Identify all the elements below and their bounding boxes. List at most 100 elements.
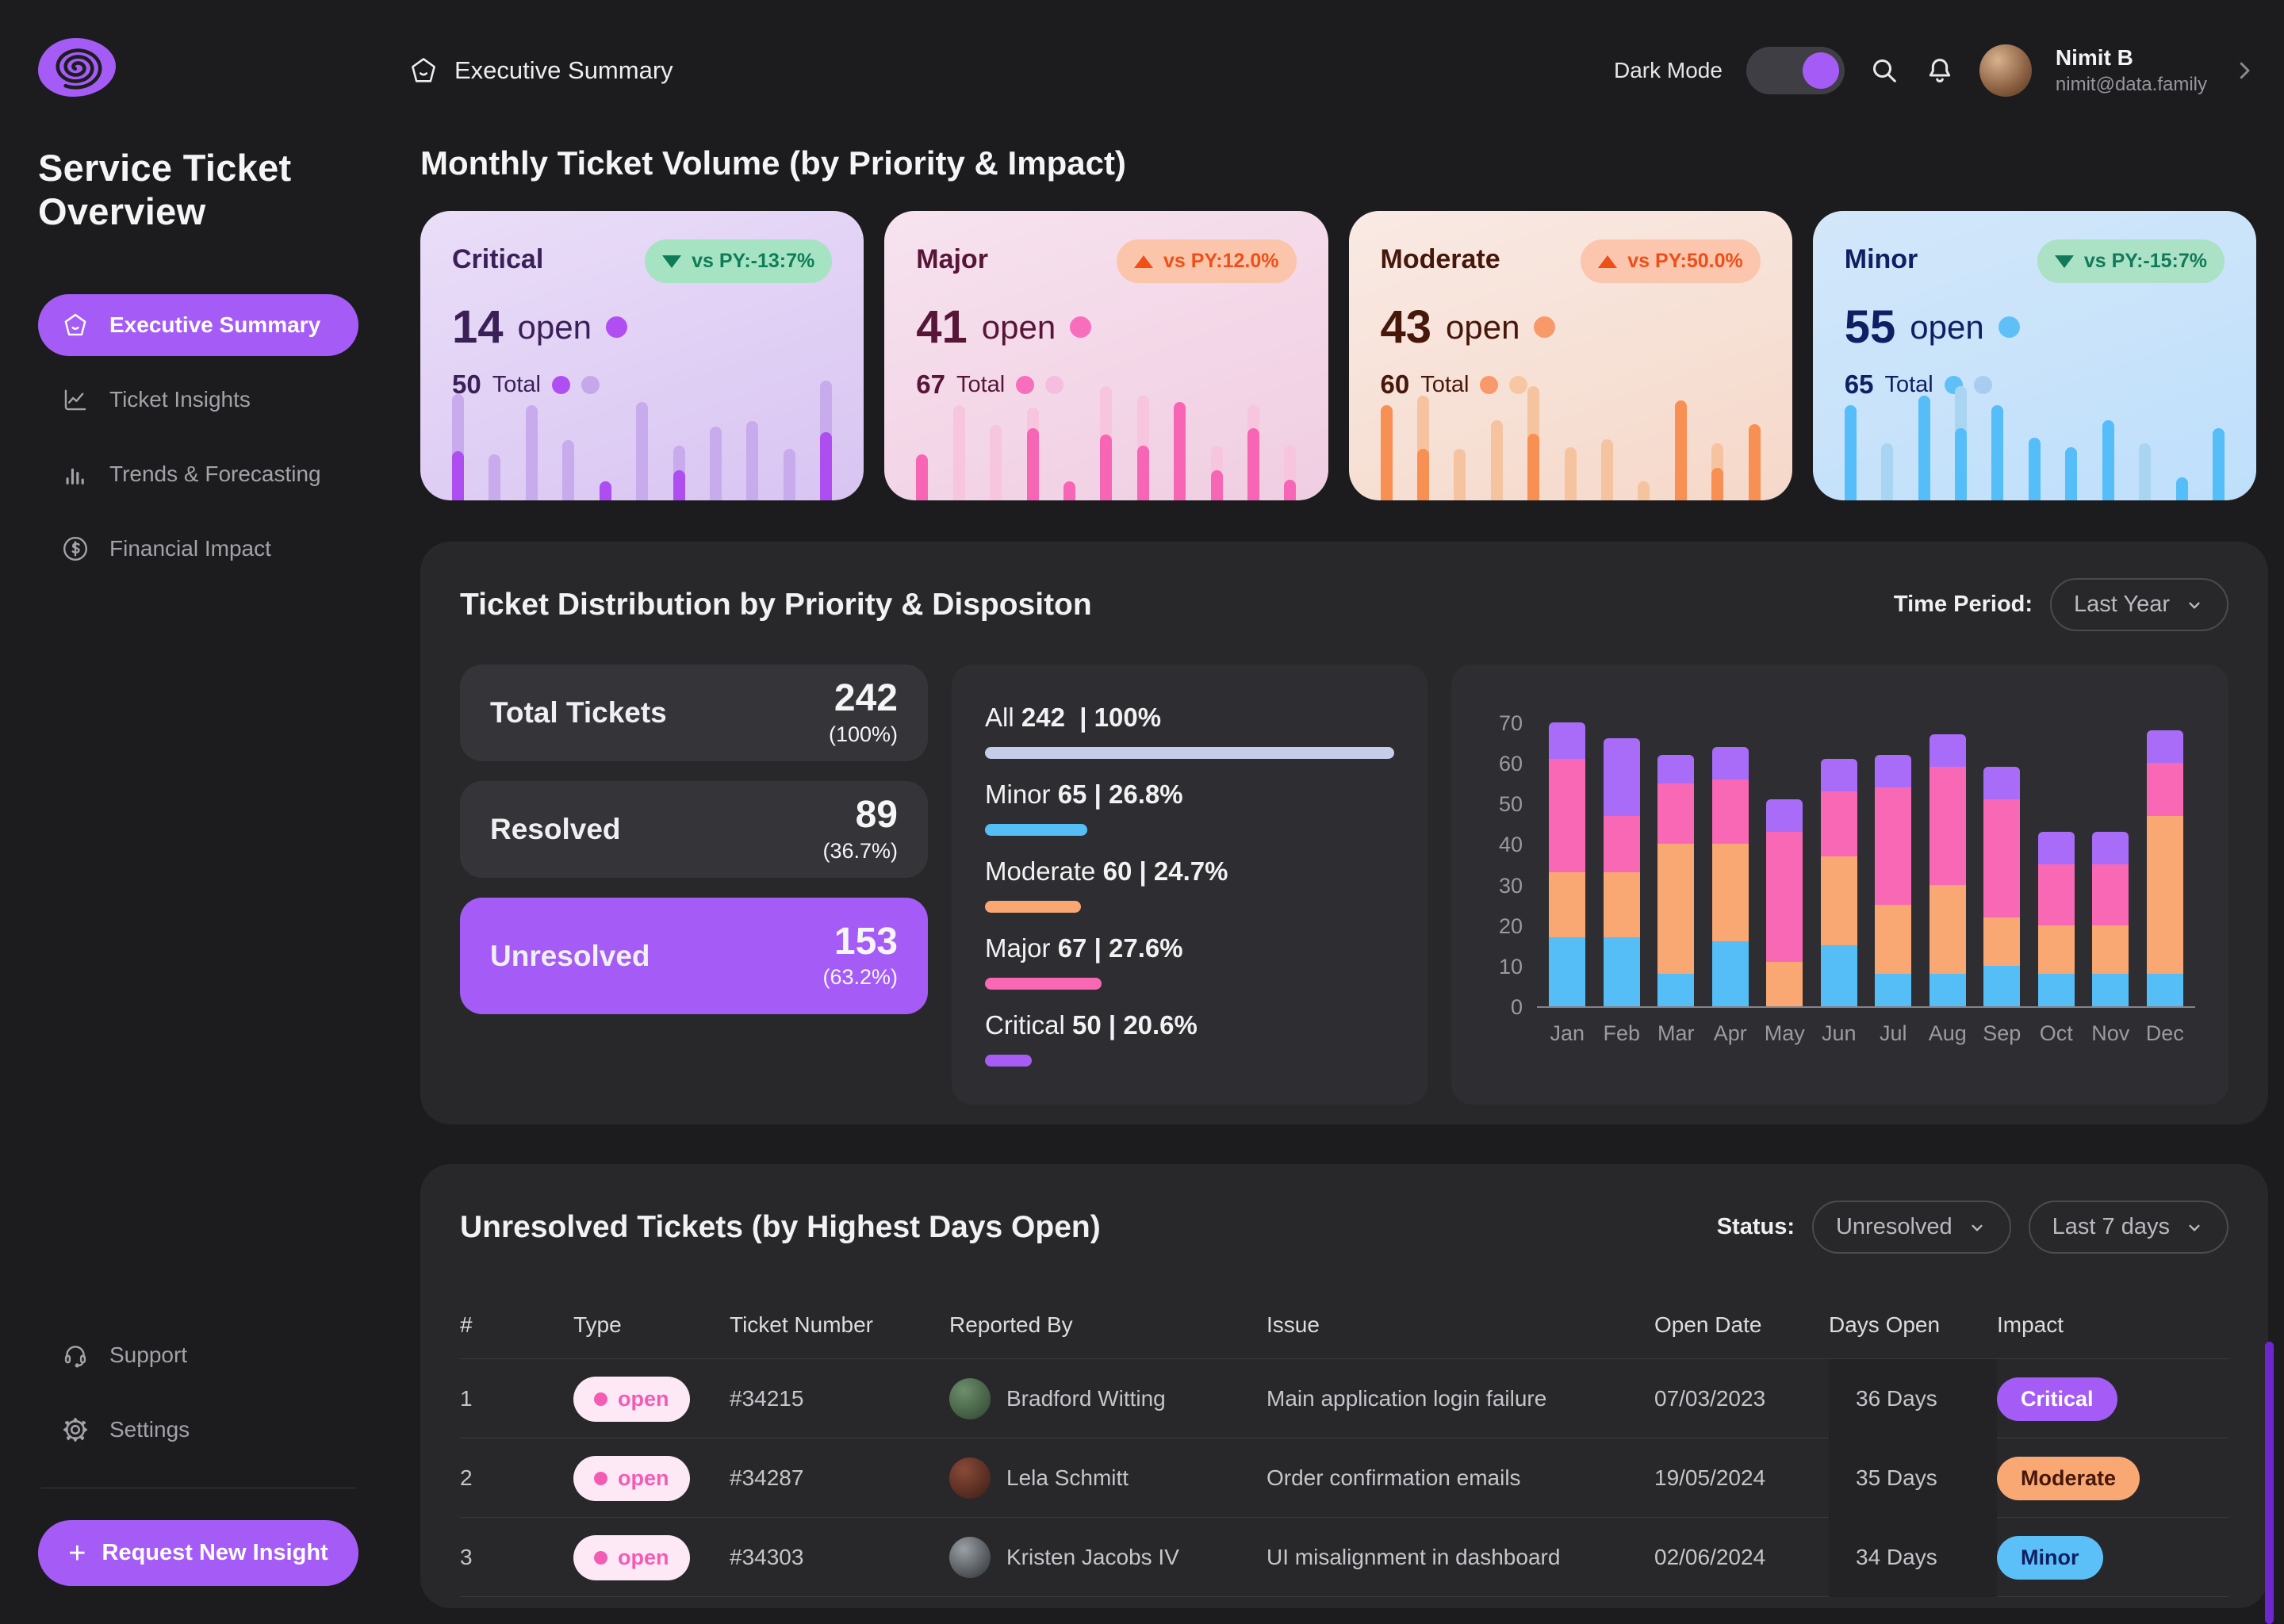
reporter-avatar [949,1537,991,1578]
col-header-type[interactable]: Type [573,1312,622,1337]
bar-chart-icon [60,459,90,489]
open-label: open [1446,308,1520,346]
unresolved-tickets-section: Unresolved Tickets (by Highest Days Open… [420,1164,2268,1608]
kpi-card-major[interactable]: Major vs PY:12.0% 41 open 67 Total [884,211,1328,500]
stacked-bar-nov [2083,722,2138,1006]
segment-minor [2037,974,2075,1006]
stacked-bar-feb [1595,722,1650,1006]
open-status-badge: open [573,1534,690,1580]
col-header-open-date[interactable]: Open Date [1654,1312,1762,1337]
issue-cell: UI misalignment in dashboard [1267,1545,1561,1569]
segment-critical [2037,832,2075,865]
mini-bar [1601,364,1614,500]
impact-badge-minor: Minor [1997,1535,2103,1580]
impact-cell: Minor [1997,1535,2228,1580]
total-dot-all [1509,375,1528,394]
stat-resolved[interactable]: Resolved 89 (36.7%) [460,781,928,878]
col-header-issue[interactable]: Issue [1267,1312,1320,1337]
col-header-reported-by[interactable]: Reported By [949,1312,1073,1337]
request-new-insight-button[interactable]: + Request New Insight [38,1520,358,1586]
chevron-down-icon [2189,602,2200,608]
stat-unresolved[interactable]: Unresolved 153 (63.2%) [460,898,928,1014]
x-tick-label: Dec [2145,1021,2184,1045]
trend-arrow-icon [2054,255,2074,268]
y-tick-label: 10 [1498,954,1523,979]
dark-mode-toggle[interactable] [1746,47,1845,94]
sidebar-item-label: Trends & Forecasting [109,461,321,486]
segment-minor [1711,941,1749,1006]
x-tick-label: Apr [1713,1021,1747,1045]
sidebar-nav: Executive Summary Ticket Insights Trends… [38,293,358,580]
sidebar-item-financial-impact[interactable]: Financial Impact [38,518,358,580]
row-index: 3 [460,1545,473,1569]
mini-bar [746,364,759,500]
trend-arrow-icon [662,255,682,268]
segment-major [1549,759,1586,873]
open-date-cell: 07/03/2023 [1654,1386,1766,1411]
stacked-bar-may [1757,722,1812,1006]
table-scrollbar[interactable] [2265,1342,2274,1624]
stat-sub: (100%) [828,722,898,746]
stat-value: 89 [855,794,898,837]
legend-row-moderate: Moderate 60 | 24.7% [985,856,1394,913]
user-avatar[interactable] [1979,44,2032,97]
kpi-card-moderate[interactable]: Moderate vs PY:50.0% 43 open 60 Total [1348,211,1792,500]
table-row[interactable]: 2 open #34287 Lela Schmitt Order confirmatio… [460,1438,2228,1518]
stat-total-tickets[interactable]: Total Tickets 242 (100%) [460,665,928,761]
reporter-avatar [949,1378,991,1419]
x-tick-label: Jun [1821,1021,1857,1045]
kpi-card-critical[interactable]: Critical vs PY:-13:7% 14 open 50 Total [420,211,864,500]
type-cell: open [573,1534,730,1580]
date-range-dropdown[interactable]: Last 7 days [2028,1201,2228,1254]
mini-bar [452,364,464,500]
mini-bar [673,364,685,500]
mini-bar [1881,364,1894,500]
status-dropdown[interactable]: Unresolved [1811,1201,2011,1254]
time-period-dropdown[interactable]: Last Year [2050,578,2228,631]
pentagon-smile-icon [60,310,90,340]
stacked-bar-mar [1649,722,1703,1006]
sidebar-item-trends-forecasting[interactable]: Trends & Forecasting [38,443,358,505]
issue-cell: Main application login failure [1267,1386,1547,1411]
col-header-impact[interactable]: Impact [1997,1312,2064,1337]
x-tick-label: Sep [1983,1021,2021,1045]
total-dot-all [581,375,600,394]
priority-legend-panel: All 242 | 100% Minor 65 | 26.8% Moderate… [952,665,1428,1105]
mini-bar [2175,364,2188,500]
col-header-days-open[interactable]: Days Open [1829,1312,1941,1337]
sidebar: Service Ticket Overview Executive Summar… [0,0,397,1624]
open-label: open [517,308,592,346]
kpi-card-minor[interactable]: Minor vs PY:-15:7% 55 open 65 Total [1812,211,2256,500]
notifications-bell-icon[interactable] [1924,55,1956,86]
sidebar-item-label: Settings [109,1417,190,1442]
col-header-ticket-number[interactable]: Ticket Number [730,1312,874,1337]
segment-minor [1983,965,2021,1006]
table-row[interactable]: 3 open #34303 Kristen Jacobs IV UI misalignm… [460,1518,2228,1597]
table-row[interactable]: 1 open #34215 Bradford Witting Main applicat… [460,1359,2228,1438]
sidebar-item-ticket-insights[interactable]: Ticket Insights [38,369,358,431]
sidebar-item-settings[interactable]: Settings [38,1399,358,1461]
sidebar-item-support[interactable]: Support [38,1324,358,1386]
status-value: Unresolved [1835,1214,1953,1239]
legend-row-major: Major 67 | 27.6% [985,933,1394,990]
sidebar-item-executive-summary[interactable]: Executive Summary [38,293,358,356]
ticket-number: #34215 [730,1386,804,1411]
segment-minor [2092,974,2129,1006]
reporter-cell: Bradford Witting [949,1378,1267,1419]
request-button-label: Request New Insight [102,1540,328,1565]
search-icon[interactable] [1868,55,1900,86]
reporter-avatar [949,1457,991,1499]
open-status-badge: open [573,1455,690,1501]
total-dot-all [1973,375,1992,394]
open-dot [1534,316,1556,338]
segment-minor [1657,974,1695,1006]
sidebar-item-label: Financial Impact [109,535,271,561]
app-logo-spiral-icon[interactable] [38,38,116,97]
mini-bar [1955,364,1968,500]
chevron-right-icon[interactable] [2232,59,2256,82]
segment-critical [1657,754,1695,783]
mini-bar [1674,364,1687,500]
col-header-index[interactable]: # [460,1312,473,1337]
total-dot-open [551,375,570,394]
open-date-cell: 19/05/2024 [1654,1465,1766,1490]
